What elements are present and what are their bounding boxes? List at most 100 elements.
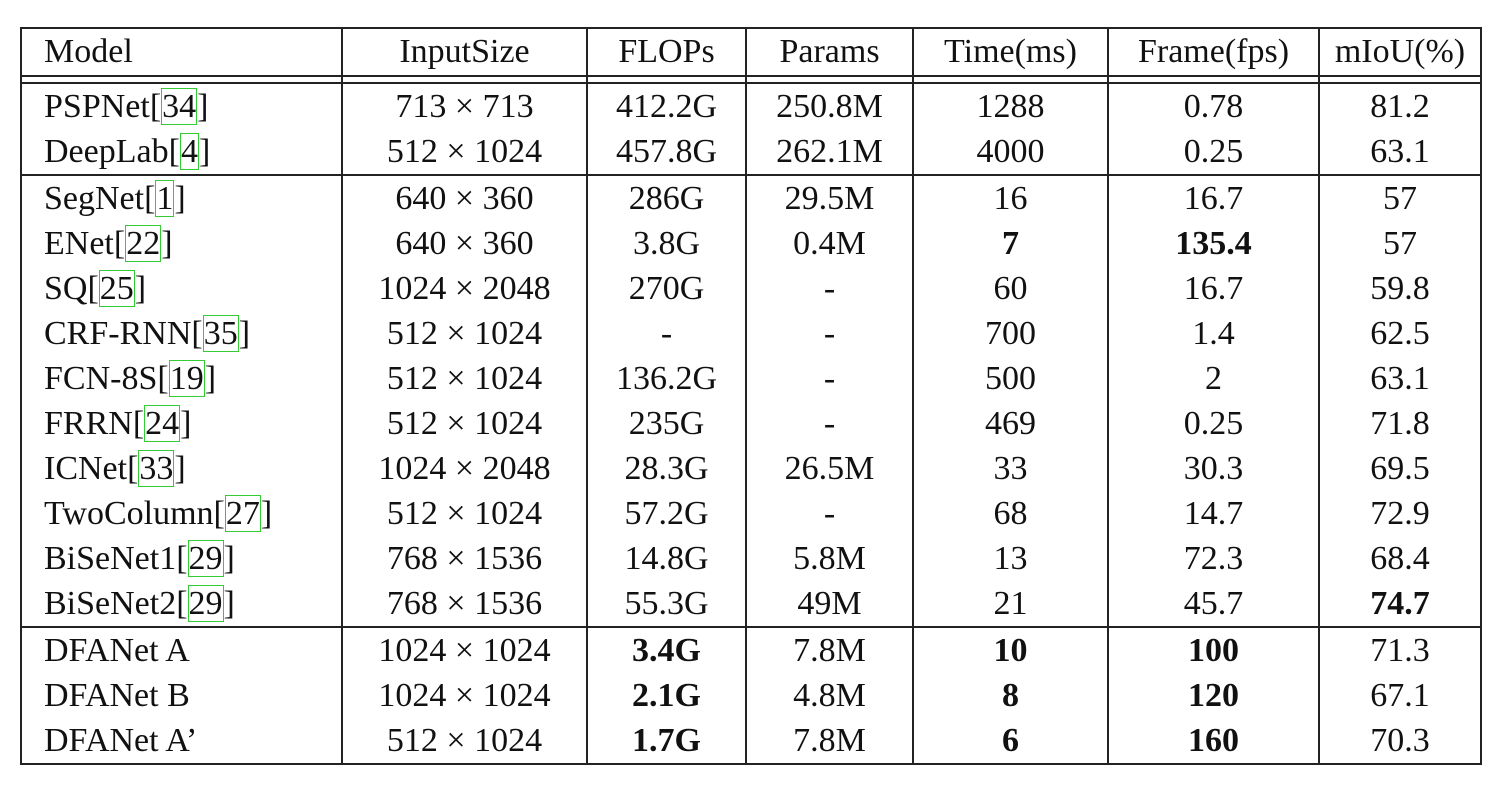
time-cell: 700 [912, 311, 1109, 356]
citation-link[interactable]: 29 [187, 540, 224, 577]
model-cell: DFANet A’ [20, 718, 343, 764]
table-row: TwoColumn[27] 512 × 1024 57.2G -68 14.7 72.9 [20, 491, 1482, 536]
miou-cell: 57 [1318, 221, 1482, 266]
model-cell: BiSeNet1[29] [20, 536, 343, 581]
flops-cell: 286G [586, 175, 747, 221]
citation-link[interactable]: 25 [98, 270, 135, 307]
header-model: Model [20, 28, 343, 76]
citation-link[interactable]: 4 [179, 133, 199, 170]
model-name: FCN-8S [44, 360, 158, 397]
table-row: ENet[22] 640 × 360 3.8G 0.4M 7 135.4 57 [20, 221, 1482, 266]
flops-cell: 2.1G [586, 673, 747, 718]
model-cell: BiSeNet2[29] [20, 581, 343, 627]
header-flops: FLOPs [586, 28, 747, 76]
time-cell: 60 [912, 266, 1109, 311]
miou-cell: 67.1 [1318, 673, 1482, 718]
table-row: DFANet A’ 512 × 1024 1.7G 7.8M 6 160 70.3 [20, 718, 1482, 764]
citation-link[interactable]: 1 [155, 180, 175, 217]
time-cell: 8 [912, 673, 1109, 718]
row-group-2: SegNet[1] 640 × 360 286G 29.5M 16 16.7 57 ENet[… [20, 175, 1482, 627]
flops-cell: 412.2G [586, 83, 747, 129]
header-time: Time(ms) [912, 28, 1109, 76]
input-cell: 1024 × 1024 [341, 627, 588, 673]
table-row: CRF-RNN[35] 512 × 1024- -700 1.4 62.5 [20, 311, 1482, 356]
flops-cell: - [586, 311, 747, 356]
params-cell: - [745, 491, 914, 536]
model-cell: ENet[22] [20, 221, 343, 266]
input-cell: 512 × 1024 [341, 356, 588, 401]
table-row: SQ[25] 1024 × 2048 270G -60 16.7 59.8 [20, 266, 1482, 311]
model-cell: PSPNet[34] [20, 83, 343, 129]
citation-link[interactable]: 27 [224, 495, 261, 532]
model-cell: DeepLab[4] [20, 129, 343, 175]
model-name: SQ [44, 270, 88, 307]
fps-cell: 100 [1107, 627, 1320, 673]
citation-link[interactable]: 29 [187, 585, 224, 622]
time-cell: 16 [912, 175, 1109, 221]
model-name: BiSeNet1 [44, 540, 177, 577]
flops-cell: 457.8G [586, 129, 747, 175]
params-cell: - [745, 356, 914, 401]
model-cell: DFANet B [20, 673, 343, 718]
model-cell: DFANet A [20, 627, 343, 673]
time-cell: 10 [912, 627, 1109, 673]
miou-cell: 71.8 [1318, 401, 1482, 446]
fps-cell: 16.7 [1107, 266, 1320, 311]
model-cell: TwoColumn[27] [20, 491, 343, 536]
table-row: FRRN[24] 512 × 1024 235G -469 0.25 71.8 [20, 401, 1482, 446]
table-row: FCN-8S[19] 512 × 1024 136.2G -500 2 63.1 [20, 356, 1482, 401]
time-cell: 13 [912, 536, 1109, 581]
citation-link[interactable]: 34 [161, 88, 198, 125]
header-params: Params [745, 28, 914, 76]
params-cell: 0.4M [745, 221, 914, 266]
model-name: ICNet [44, 450, 128, 487]
model-name: DFANet A’ [44, 722, 198, 759]
header-row: Model InputSize FLOPs Params Time(ms) Fr… [20, 28, 1482, 76]
model-name: TwoColumn [44, 495, 214, 532]
input-cell: 768 × 1536 [341, 581, 588, 627]
time-cell: 6 [912, 718, 1109, 764]
table-row: DFANet A 1024 × 1024 3.4G 7.8M 10 100 71.3 [20, 627, 1482, 673]
params-cell: 29.5M [745, 175, 914, 221]
citation-link[interactable]: 35 [202, 315, 239, 352]
fps-cell: 45.7 [1107, 581, 1320, 627]
time-cell: 1288 [912, 83, 1109, 129]
params-cell: 7.8M [745, 627, 914, 673]
model-name: CRF-RNN [44, 315, 192, 352]
model-cell: ICNet[33] [20, 446, 343, 491]
model-name: ENet [44, 225, 114, 262]
table-row: PSPNet[34] 713 × 713 412.2G 250.8M 1288 0.78 8… [20, 83, 1482, 129]
fps-cell: 0.78 [1107, 83, 1320, 129]
citation-link[interactable]: 19 [168, 360, 205, 397]
params-cell: 7.8M [745, 718, 914, 764]
miou-cell: 68.4 [1318, 536, 1482, 581]
params-cell: 5.8M [745, 536, 914, 581]
fps-cell: 1.4 [1107, 311, 1320, 356]
fps-cell: 14.7 [1107, 491, 1320, 536]
rule-gap [20, 76, 1482, 83]
citation-link[interactable]: 22 [125, 225, 162, 262]
miou-cell: 57 [1318, 175, 1482, 221]
model-name: FRRN [44, 405, 133, 442]
citation-link[interactable]: 33 [138, 450, 175, 487]
input-cell: 640 × 360 [341, 221, 588, 266]
miou-cell: 63.1 [1318, 356, 1482, 401]
params-cell: 262.1M [745, 129, 914, 175]
table-row: SegNet[1] 640 × 360 286G 29.5M 16 16.7 57 [20, 175, 1482, 221]
model-name: DeepLab [44, 133, 169, 170]
input-cell: 512 × 1024 [341, 401, 588, 446]
flops-cell: 28.3G [586, 446, 747, 491]
params-cell: 250.8M [745, 83, 914, 129]
miou-cell: 69.5 [1318, 446, 1482, 491]
header-fps: Frame(fps) [1107, 28, 1320, 76]
model-cell: FRRN[24] [20, 401, 343, 446]
citation-link[interactable]: 24 [144, 405, 181, 442]
input-cell: 640 × 360 [341, 175, 588, 221]
miou-cell: 62.5 [1318, 311, 1482, 356]
params-cell: - [745, 266, 914, 311]
miou-cell: 74.7 [1318, 581, 1482, 627]
time-cell: 21 [912, 581, 1109, 627]
flops-cell: 57.2G [586, 491, 747, 536]
params-cell: 49M [745, 581, 914, 627]
miou-cell: 81.2 [1318, 83, 1482, 129]
